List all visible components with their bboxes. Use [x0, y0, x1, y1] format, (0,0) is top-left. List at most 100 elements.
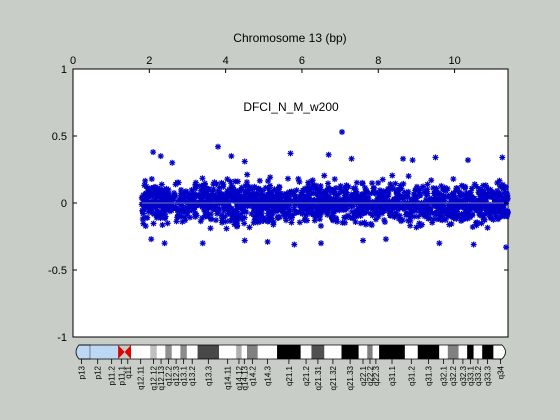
data-point — [293, 187, 300, 194]
band-label: q33.2 — [474, 365, 483, 386]
data-point — [484, 190, 491, 197]
data-point — [335, 191, 342, 198]
data-point-outlier — [287, 150, 294, 157]
data-point — [465, 203, 472, 210]
data-point — [317, 203, 324, 210]
data-point — [398, 185, 405, 192]
data-point — [368, 222, 375, 229]
data-point — [476, 185, 483, 192]
data-point — [142, 223, 149, 230]
data-point — [208, 202, 215, 209]
data-point — [353, 179, 360, 186]
data-point — [219, 219, 226, 226]
data-point — [325, 185, 332, 192]
data-point — [226, 186, 233, 193]
data-point — [497, 183, 504, 190]
data-point-outlier — [241, 237, 248, 244]
data-point — [361, 219, 368, 226]
band-label: q22.1 — [359, 365, 368, 386]
data-point — [359, 180, 366, 187]
data-point — [172, 205, 179, 212]
data-point — [461, 205, 468, 212]
data-point — [379, 176, 386, 183]
data-point — [361, 201, 368, 208]
band-label: q31.2 — [407, 365, 416, 386]
data-point-outlier — [464, 157, 471, 164]
data-point-outlier — [360, 237, 366, 244]
data-point-outlier — [291, 241, 298, 248]
data-point — [339, 219, 346, 226]
data-point — [240, 206, 247, 213]
x-tick-label: 0 — [70, 55, 76, 67]
band-q33-3 — [482, 345, 493, 359]
data-point — [179, 208, 186, 215]
data-point — [147, 205, 154, 212]
data-point — [442, 216, 449, 223]
band-q21-1 — [277, 345, 301, 359]
data-point — [363, 209, 370, 216]
band-q22-3 — [372, 345, 380, 359]
data-point-outlier — [150, 149, 157, 156]
data-point — [352, 219, 359, 226]
data-point — [275, 214, 282, 221]
data-point — [427, 196, 434, 203]
band-label: q21.31 — [314, 365, 323, 390]
data-point — [160, 189, 167, 196]
chromosome-ideogram — [75, 344, 506, 360]
data-points — [138, 128, 511, 251]
band-q22-1 — [358, 345, 368, 359]
data-point — [142, 177, 149, 184]
data-point — [500, 200, 507, 207]
data-point-outlier — [348, 155, 355, 162]
data-point — [162, 213, 169, 220]
data-point-outlier — [432, 154, 439, 161]
data-point — [173, 218, 180, 225]
band-q14-11 — [219, 345, 237, 359]
band-label: q33.1 — [466, 365, 475, 386]
band-label: q14.3 — [263, 365, 272, 386]
data-point — [412, 204, 419, 211]
band-q33-2 — [473, 345, 483, 359]
data-point — [452, 188, 459, 195]
data-point — [296, 219, 303, 226]
data-point-outlier — [400, 155, 407, 162]
data-point — [413, 183, 420, 190]
data-point — [434, 209, 441, 216]
data-point — [233, 217, 240, 224]
data-point — [188, 194, 195, 201]
data-point — [441, 184, 448, 191]
data-point — [477, 193, 484, 200]
data-point — [349, 192, 356, 199]
data-point — [325, 180, 332, 187]
data-point — [295, 175, 302, 182]
data-point — [141, 182, 148, 189]
data-point — [329, 216, 336, 223]
band-label: q22.3 — [372, 365, 381, 386]
data-point — [256, 177, 263, 184]
data-point — [223, 225, 230, 232]
band-q33-1 — [467, 345, 474, 359]
data-point — [213, 181, 220, 188]
data-point — [502, 195, 509, 202]
y-tick-label: -0.5 — [48, 265, 67, 277]
data-point — [421, 213, 428, 220]
data-point — [347, 214, 354, 221]
data-point-outlier — [409, 157, 416, 164]
data-point — [154, 185, 161, 192]
data-point — [212, 217, 219, 224]
x-axis: 0 2 4 6 8 10 — [70, 55, 461, 73]
data-point — [393, 209, 400, 216]
data-point — [402, 190, 409, 197]
data-point — [280, 210, 287, 217]
data-point — [303, 197, 310, 204]
data-point — [153, 202, 160, 209]
data-point — [253, 211, 260, 218]
data-point — [446, 221, 453, 228]
band-p11-1 — [118, 345, 125, 359]
data-point — [406, 213, 413, 220]
band-label: q31.3 — [425, 365, 434, 386]
data-point — [175, 179, 182, 186]
data-point — [201, 183, 208, 190]
band-q21-2 — [300, 345, 312, 359]
data-point — [265, 178, 272, 185]
